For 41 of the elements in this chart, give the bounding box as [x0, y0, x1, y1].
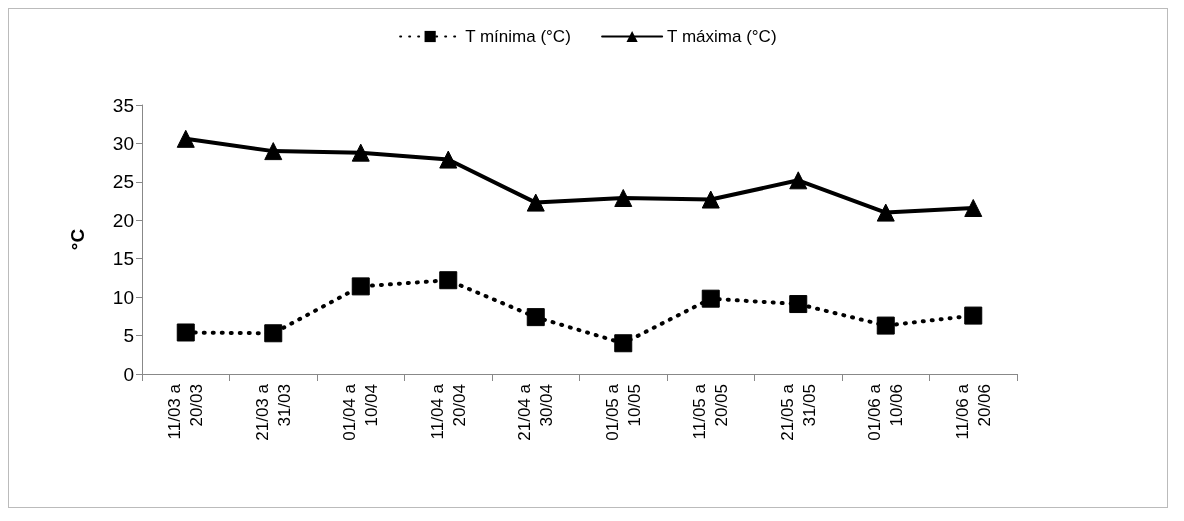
x-tick-label: 01/04 a 10/04	[340, 383, 382, 441]
point	[614, 189, 633, 207]
x-tick-label: 21/03 a 31/03	[252, 383, 294, 441]
x-tick-label: 11/05 a 20/05	[690, 383, 732, 440]
y-tick-label: 15	[112, 248, 134, 270]
x-tick-label: 11/03 a 20/03	[165, 383, 207, 440]
x-tick-label: 11/06 a 20/06	[952, 383, 994, 440]
point	[526, 308, 545, 327]
point	[176, 129, 195, 148]
point	[614, 334, 633, 353]
x-tick-label: 11/04 a 20/04	[427, 383, 469, 440]
y-tick-label: 30	[112, 132, 134, 154]
point	[876, 316, 895, 335]
legend-label: T mínima (°C)	[465, 27, 571, 46]
point	[789, 171, 808, 190]
x-tick-label: 01/05 a 10/05	[602, 383, 644, 441]
point	[264, 142, 283, 161]
point	[351, 277, 370, 296]
y-tick-label: 0	[123, 363, 134, 385]
x-tick-label: 21/04 a 30/04	[515, 383, 557, 441]
point	[351, 143, 370, 162]
point	[964, 306, 983, 325]
point	[789, 295, 808, 314]
y-axis-title: °C	[67, 228, 88, 251]
point	[439, 271, 458, 290]
point	[526, 193, 545, 212]
y-tick-label: 10	[112, 286, 134, 308]
point	[439, 150, 458, 169]
x-tick-label: 21/05 a 31/05	[777, 383, 819, 441]
y-tick-label: 5	[123, 325, 134, 347]
point	[701, 289, 720, 308]
point	[876, 203, 895, 222]
y-tick-label: 25	[112, 171, 134, 193]
point	[701, 190, 720, 209]
x-tick-label: 01/06 a 10/06	[865, 383, 907, 441]
y-tick-label: 35	[112, 94, 134, 116]
point	[264, 324, 283, 343]
point	[964, 198, 983, 217]
point	[176, 323, 195, 342]
legend-label: T máxima (°C)	[667, 27, 777, 46]
y-tick-label: 20	[112, 209, 134, 231]
